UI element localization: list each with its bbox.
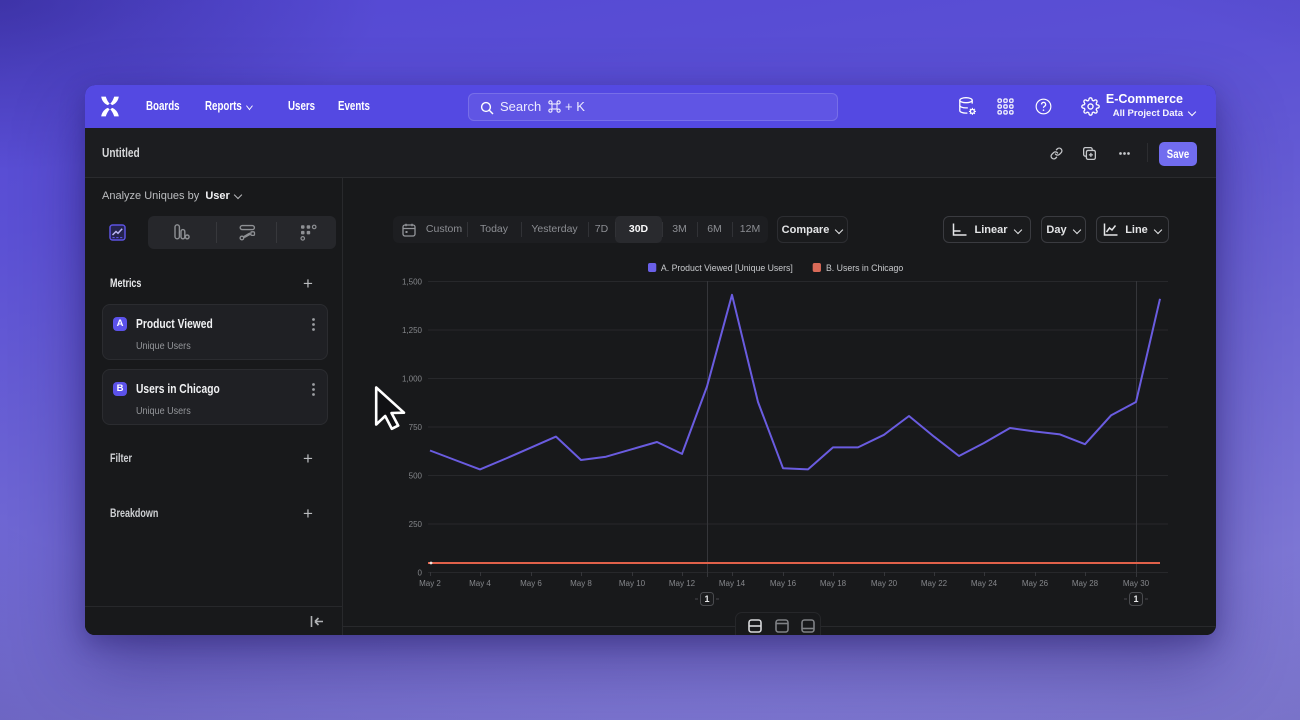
svg-text:May 14: May 14 [719, 579, 746, 588]
svg-text:0: 0 [418, 569, 423, 578]
svg-text:1: 1 [1133, 594, 1138, 604]
svg-text:500: 500 [409, 472, 423, 481]
svg-text:May 20: May 20 [871, 579, 898, 588]
svg-text:May 16: May 16 [770, 579, 797, 588]
svg-text:May 28: May 28 [1072, 579, 1099, 588]
svg-text:May 4: May 4 [469, 579, 491, 588]
svg-text:May 2: May 2 [419, 579, 441, 588]
svg-text:1,500: 1,500 [402, 278, 423, 287]
svg-text:May 6: May 6 [520, 579, 542, 588]
svg-text:1,000: 1,000 [402, 375, 423, 384]
svg-text:May 12: May 12 [669, 579, 696, 588]
svg-text:May 10: May 10 [619, 579, 646, 588]
svg-text:May 18: May 18 [820, 579, 847, 588]
svg-text:750: 750 [409, 423, 423, 432]
svg-text:1,250: 1,250 [402, 326, 423, 335]
svg-text:May 26: May 26 [1022, 579, 1049, 588]
svg-text:250: 250 [409, 520, 423, 529]
svg-text:May 8: May 8 [570, 579, 592, 588]
svg-text:May 24: May 24 [971, 579, 998, 588]
svg-text:May 22: May 22 [921, 579, 948, 588]
svg-text:May 30: May 30 [1123, 579, 1150, 588]
svg-text:1: 1 [704, 594, 709, 604]
